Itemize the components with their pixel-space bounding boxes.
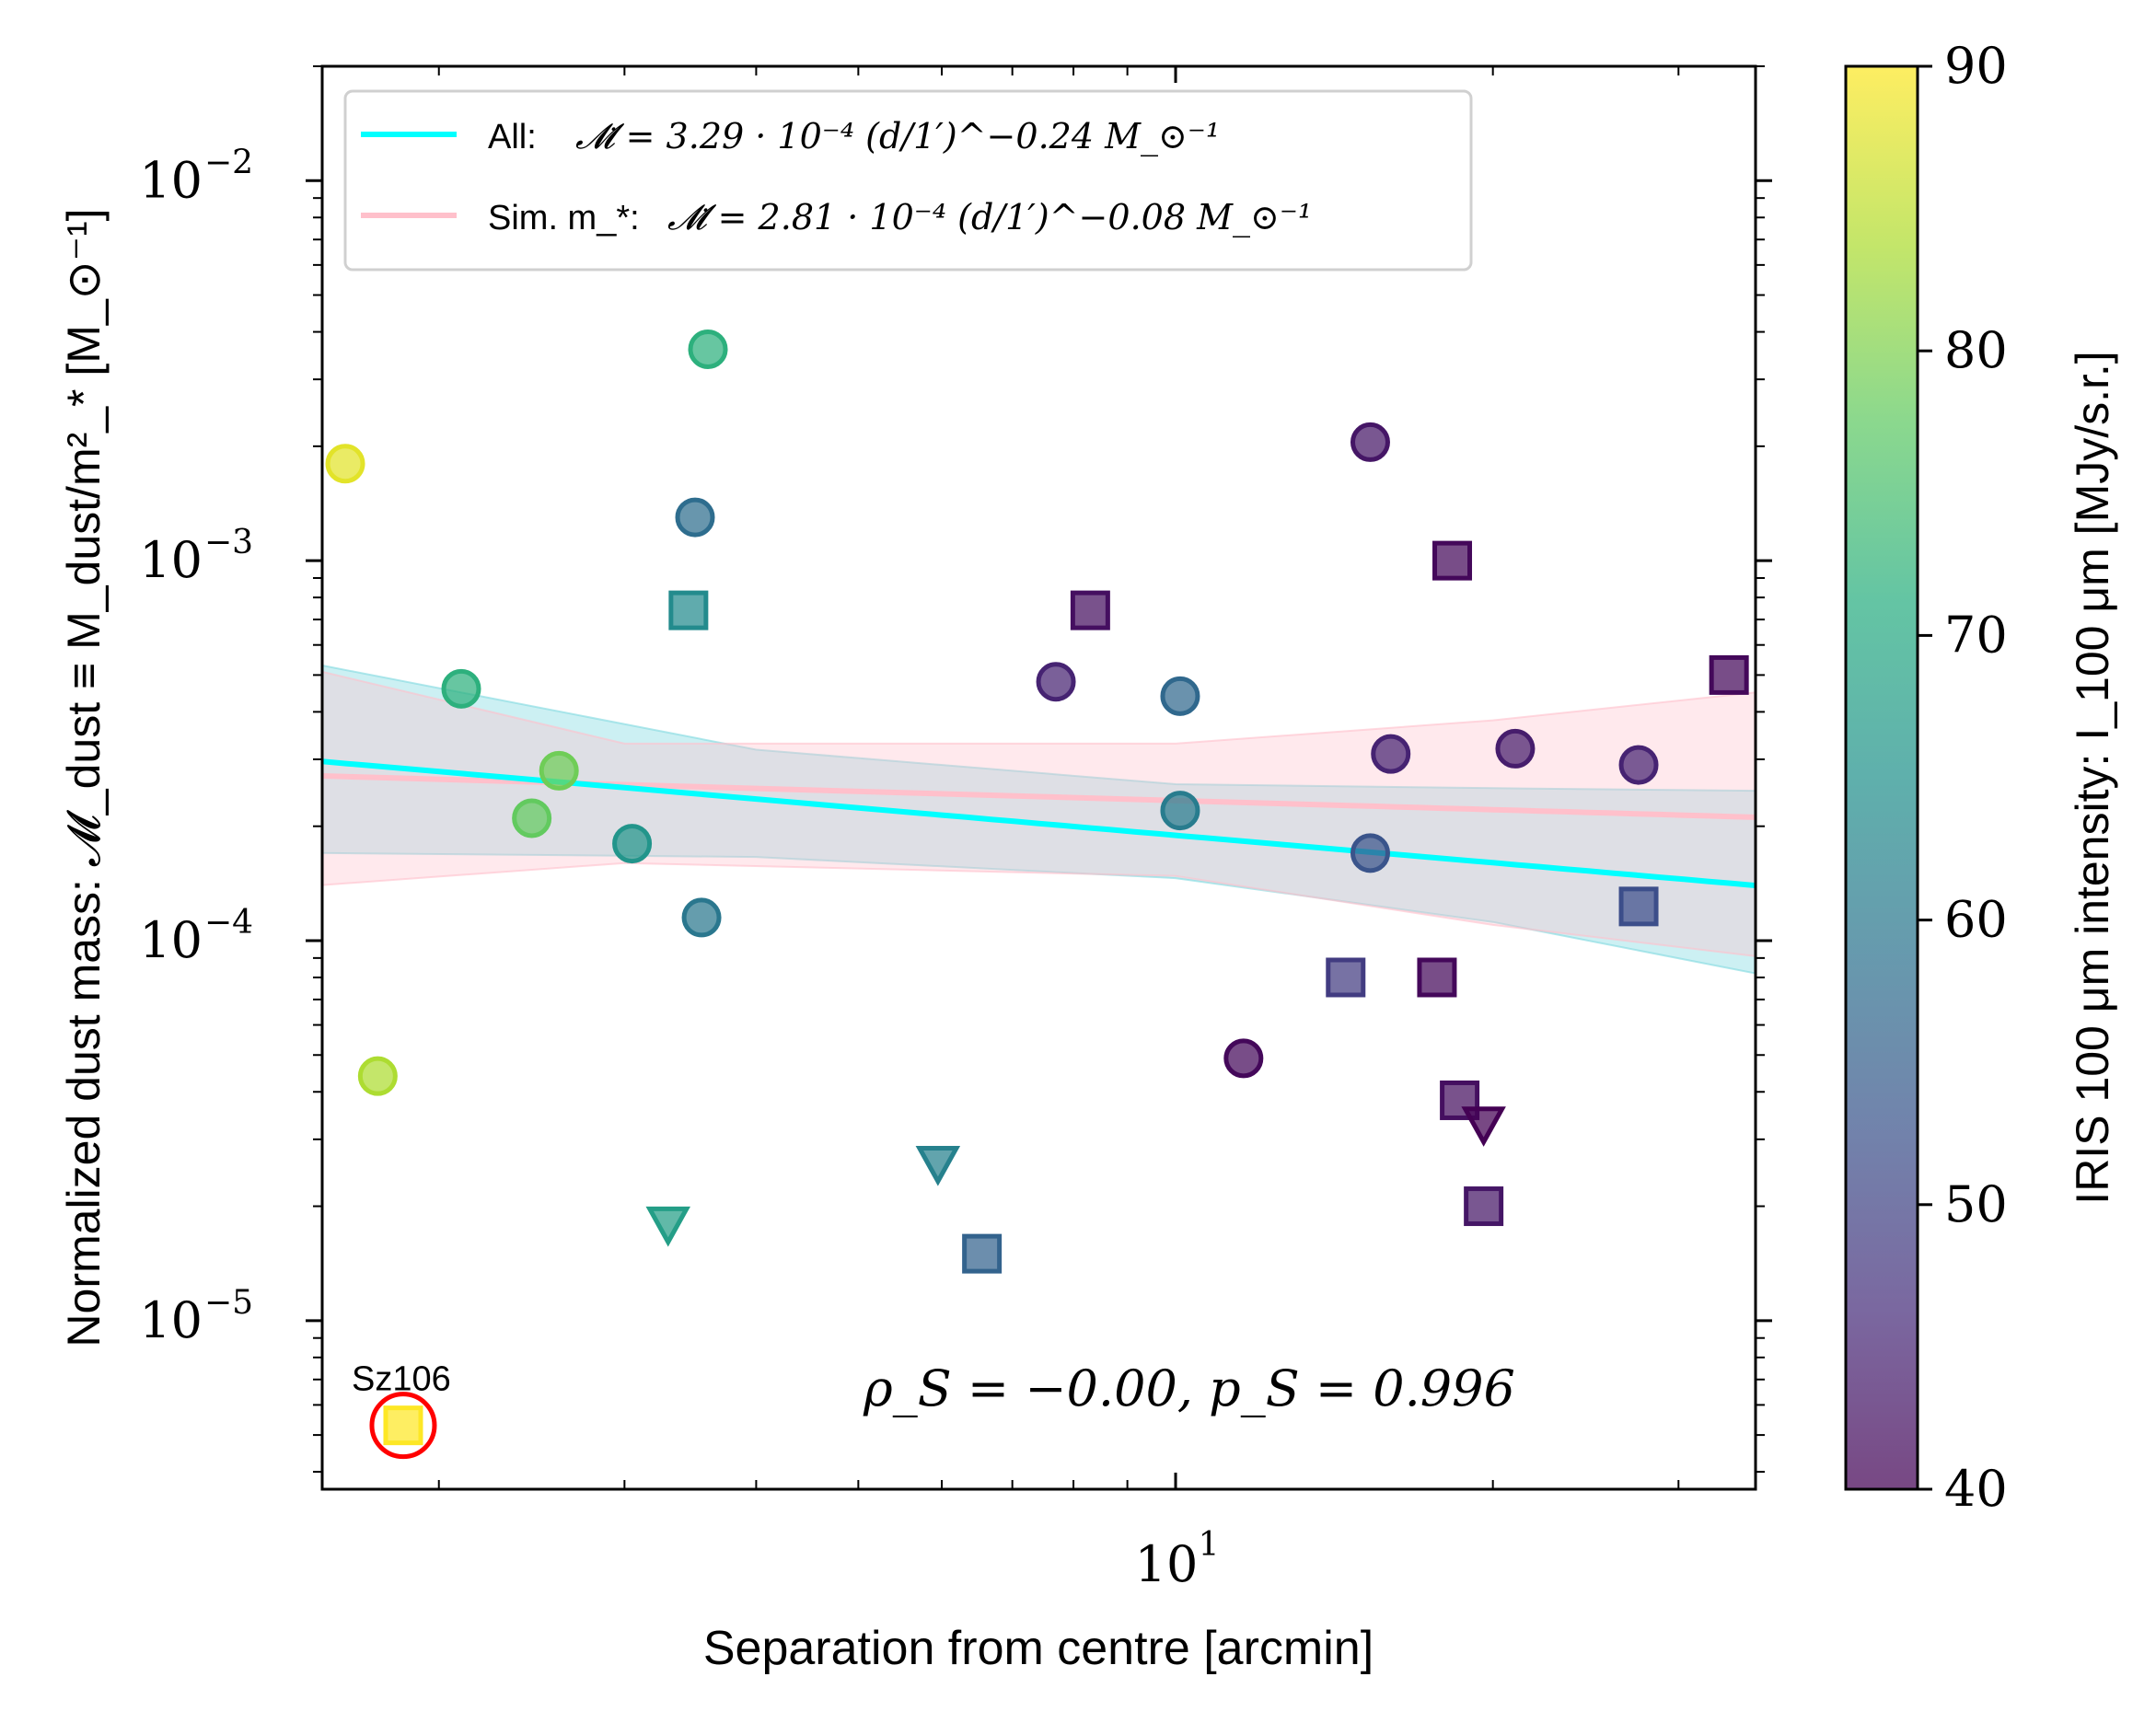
data-point-square bbox=[1709, 654, 1749, 695]
data-point-square bbox=[1417, 957, 1457, 998]
plot-frame bbox=[320, 64, 1757, 1491]
tick-labels: 10 110 −510 −410 −310 −2 bbox=[139, 144, 1219, 1593]
data-point-circle bbox=[688, 329, 728, 369]
colorbar-tick-label: 60 bbox=[1944, 891, 2008, 949]
data-point-circle bbox=[512, 798, 552, 838]
x-axis-label: Separation from centre [arcmin] bbox=[703, 1622, 1374, 1675]
colorbar-tick-label: 80 bbox=[1944, 321, 2008, 379]
y-tick-label-exponent: −2 bbox=[204, 144, 253, 181]
data-point-circle bbox=[612, 824, 653, 864]
data-point-square bbox=[668, 590, 709, 630]
highlight-ring bbox=[369, 1392, 437, 1460]
y-tick-label: 10 bbox=[139, 531, 203, 589]
data-point-circle bbox=[1160, 791, 1200, 831]
data-point-circle bbox=[1350, 422, 1390, 462]
data-point-circle bbox=[357, 1056, 398, 1096]
data-point-square bbox=[1432, 540, 1473, 581]
data-point-circle bbox=[539, 750, 579, 791]
data-point-square bbox=[1070, 590, 1110, 630]
data-point-circle bbox=[325, 444, 365, 484]
legend-label-sim: Sim. m_*: bbox=[488, 199, 640, 237]
y-axis-label: Normalized dust mass: 𝓜_dust ≡ M_dust/m²… bbox=[58, 208, 110, 1347]
data-point-square bbox=[962, 1233, 1003, 1274]
data-point-upper-limit bbox=[1461, 1106, 1506, 1147]
colorbar-tick-label: 50 bbox=[1944, 1175, 2008, 1233]
data-point-square bbox=[383, 1405, 423, 1446]
legend-formula-sim: 𝓜̇ = 2.81 · 10⁻⁴ (d/1′)^−0.08 M_⊙⁻¹ bbox=[667, 197, 1312, 238]
colorbar-gradient bbox=[1844, 64, 1919, 1491]
data-point-circle bbox=[1036, 662, 1076, 702]
confidence-band bbox=[322, 664, 1756, 975]
data-point-circle bbox=[1350, 833, 1390, 873]
data-point-square bbox=[1326, 957, 1366, 998]
legend-label-all: All: bbox=[488, 118, 537, 156]
data-point-circle bbox=[675, 497, 715, 538]
axis-ticks bbox=[306, 65, 1772, 1489]
colorbar-ticks: 40 50 60 70 80 90 bbox=[1918, 37, 2008, 1518]
point-label: Sz106 bbox=[352, 1360, 451, 1399]
colorbar-tick-label: 90 bbox=[1944, 37, 2008, 95]
data-markers bbox=[325, 329, 1749, 1460]
data-point-circle bbox=[681, 897, 722, 938]
data-point-circle bbox=[1371, 734, 1411, 774]
legend-formula-all: 𝓜̇ = 3.29 · 10⁻⁴ (d/1′)^−0.24 M_⊙⁻¹ bbox=[575, 116, 1220, 157]
data-point-upper-limit bbox=[915, 1146, 961, 1186]
legend-box bbox=[343, 89, 1473, 272]
data-point-circle bbox=[441, 668, 481, 709]
colorbar-tick-label: 40 bbox=[1944, 1460, 2008, 1518]
data-point-circle bbox=[1223, 1038, 1264, 1079]
y-tick-label: 10 bbox=[139, 151, 203, 209]
colorbar-label: IRIS 100 μm intensity: I_100 μm [MJy/s.r… bbox=[2067, 351, 2118, 1204]
data-point-circle bbox=[1160, 676, 1200, 716]
data-point-upper-limit bbox=[645, 1206, 690, 1247]
x-tick-label-exponent: 1 bbox=[1199, 1526, 1220, 1564]
y-tick-label-exponent: −3 bbox=[204, 524, 253, 561]
x-tick-label: 10 bbox=[1135, 1535, 1199, 1593]
data-point-square bbox=[1618, 886, 1659, 927]
y-tick-label: 10 bbox=[139, 911, 203, 969]
y-tick-label-exponent: −4 bbox=[204, 904, 253, 942]
colorbar-tick-label: 70 bbox=[1944, 606, 2008, 664]
y-tick-label: 10 bbox=[139, 1291, 203, 1349]
data-point-square bbox=[1464, 1186, 1504, 1227]
y-tick-label-exponent: −5 bbox=[204, 1284, 253, 1322]
data-point-circle bbox=[1495, 728, 1536, 769]
plot-area bbox=[322, 329, 1756, 1460]
correlation-annotation: ρ_S = −0.00, p_S = 0.996 bbox=[863, 1359, 1515, 1417]
colorbar: 40 50 60 70 80 90 IRIS 100 μm intensity: I_10… bbox=[1844, 37, 2118, 1518]
legend: All: 𝓜̇ = 3.29 · 10⁻⁴ (d/1′)^−0.24 M_⊙⁻¹… bbox=[343, 89, 1473, 272]
data-point-circle bbox=[1618, 745, 1659, 785]
